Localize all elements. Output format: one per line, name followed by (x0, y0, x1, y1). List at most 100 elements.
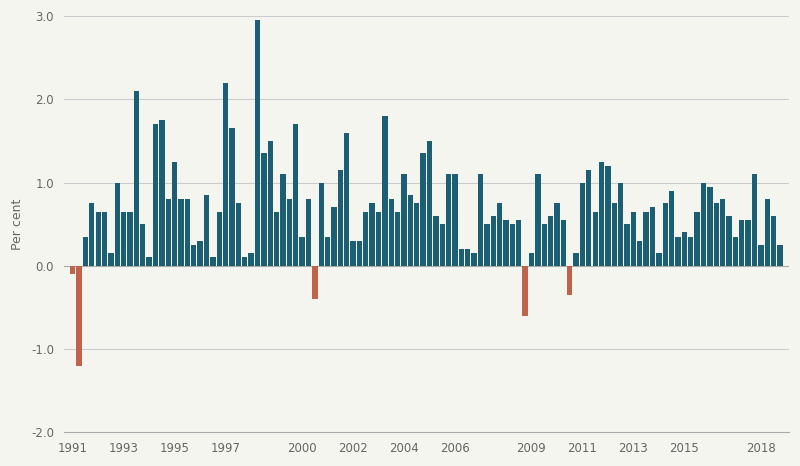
Bar (535, 174, 541, 266)
Bar (172, 162, 178, 266)
Bar (127, 212, 133, 266)
Bar (230, 129, 234, 266)
Bar (497, 203, 502, 266)
Bar (210, 257, 215, 266)
Bar (357, 241, 362, 266)
Bar (529, 253, 534, 266)
Bar (70, 266, 75, 274)
Bar (726, 216, 732, 266)
Bar (688, 237, 694, 266)
Bar (108, 253, 114, 266)
Bar (382, 116, 387, 266)
Bar (522, 266, 528, 315)
Bar (166, 199, 171, 266)
Bar (421, 153, 426, 266)
Bar (452, 174, 458, 266)
Bar (140, 224, 146, 266)
Bar (306, 199, 311, 266)
Bar (293, 124, 298, 266)
Bar (771, 216, 776, 266)
Bar (599, 162, 604, 266)
Bar (746, 220, 750, 266)
Bar (720, 199, 726, 266)
Bar (630, 212, 636, 266)
Bar (242, 257, 247, 266)
Y-axis label: Per cent: Per cent (11, 199, 24, 250)
Bar (510, 224, 515, 266)
Bar (389, 199, 394, 266)
Bar (471, 253, 477, 266)
Bar (344, 133, 350, 266)
Bar (178, 199, 184, 266)
Bar (656, 253, 662, 266)
Bar (146, 257, 152, 266)
Bar (312, 266, 318, 299)
Bar (694, 212, 700, 266)
Bar (561, 220, 566, 266)
Bar (408, 195, 413, 266)
Bar (159, 120, 165, 266)
Bar (198, 241, 203, 266)
Bar (402, 174, 406, 266)
Bar (612, 203, 617, 266)
Bar (434, 216, 438, 266)
Bar (593, 212, 598, 266)
Bar (153, 124, 158, 266)
Bar (261, 153, 266, 266)
Bar (682, 233, 687, 266)
Bar (478, 174, 483, 266)
Bar (548, 216, 554, 266)
Bar (714, 203, 719, 266)
Bar (458, 249, 464, 266)
Bar (114, 183, 120, 266)
Bar (395, 212, 400, 266)
Bar (606, 166, 610, 266)
Bar (574, 253, 578, 266)
Bar (89, 203, 94, 266)
Bar (255, 21, 260, 266)
Bar (76, 266, 82, 366)
Bar (95, 212, 101, 266)
Bar (618, 183, 623, 266)
Bar (363, 212, 369, 266)
Bar (274, 212, 279, 266)
Bar (286, 199, 292, 266)
Bar (758, 245, 763, 266)
Bar (121, 212, 126, 266)
Bar (675, 237, 681, 266)
Bar (739, 220, 745, 266)
Bar (637, 241, 642, 266)
Bar (249, 253, 254, 266)
Bar (267, 141, 273, 266)
Bar (280, 174, 286, 266)
Bar (484, 224, 490, 266)
Bar (586, 170, 591, 266)
Bar (299, 237, 305, 266)
Bar (733, 237, 738, 266)
Bar (204, 195, 209, 266)
Bar (701, 183, 706, 266)
Bar (465, 249, 470, 266)
Bar (217, 212, 222, 266)
Bar (662, 203, 668, 266)
Bar (331, 207, 337, 266)
Bar (707, 187, 713, 266)
Bar (542, 224, 547, 266)
Bar (338, 170, 343, 266)
Bar (490, 216, 496, 266)
Bar (427, 141, 432, 266)
Bar (446, 174, 451, 266)
Bar (102, 212, 107, 266)
Bar (376, 212, 382, 266)
Bar (624, 224, 630, 266)
Bar (191, 245, 197, 266)
Bar (185, 199, 190, 266)
Bar (650, 207, 655, 266)
Bar (765, 199, 770, 266)
Bar (516, 220, 522, 266)
Bar (503, 220, 509, 266)
Bar (643, 212, 649, 266)
Bar (82, 237, 88, 266)
Bar (414, 203, 419, 266)
Bar (325, 237, 330, 266)
